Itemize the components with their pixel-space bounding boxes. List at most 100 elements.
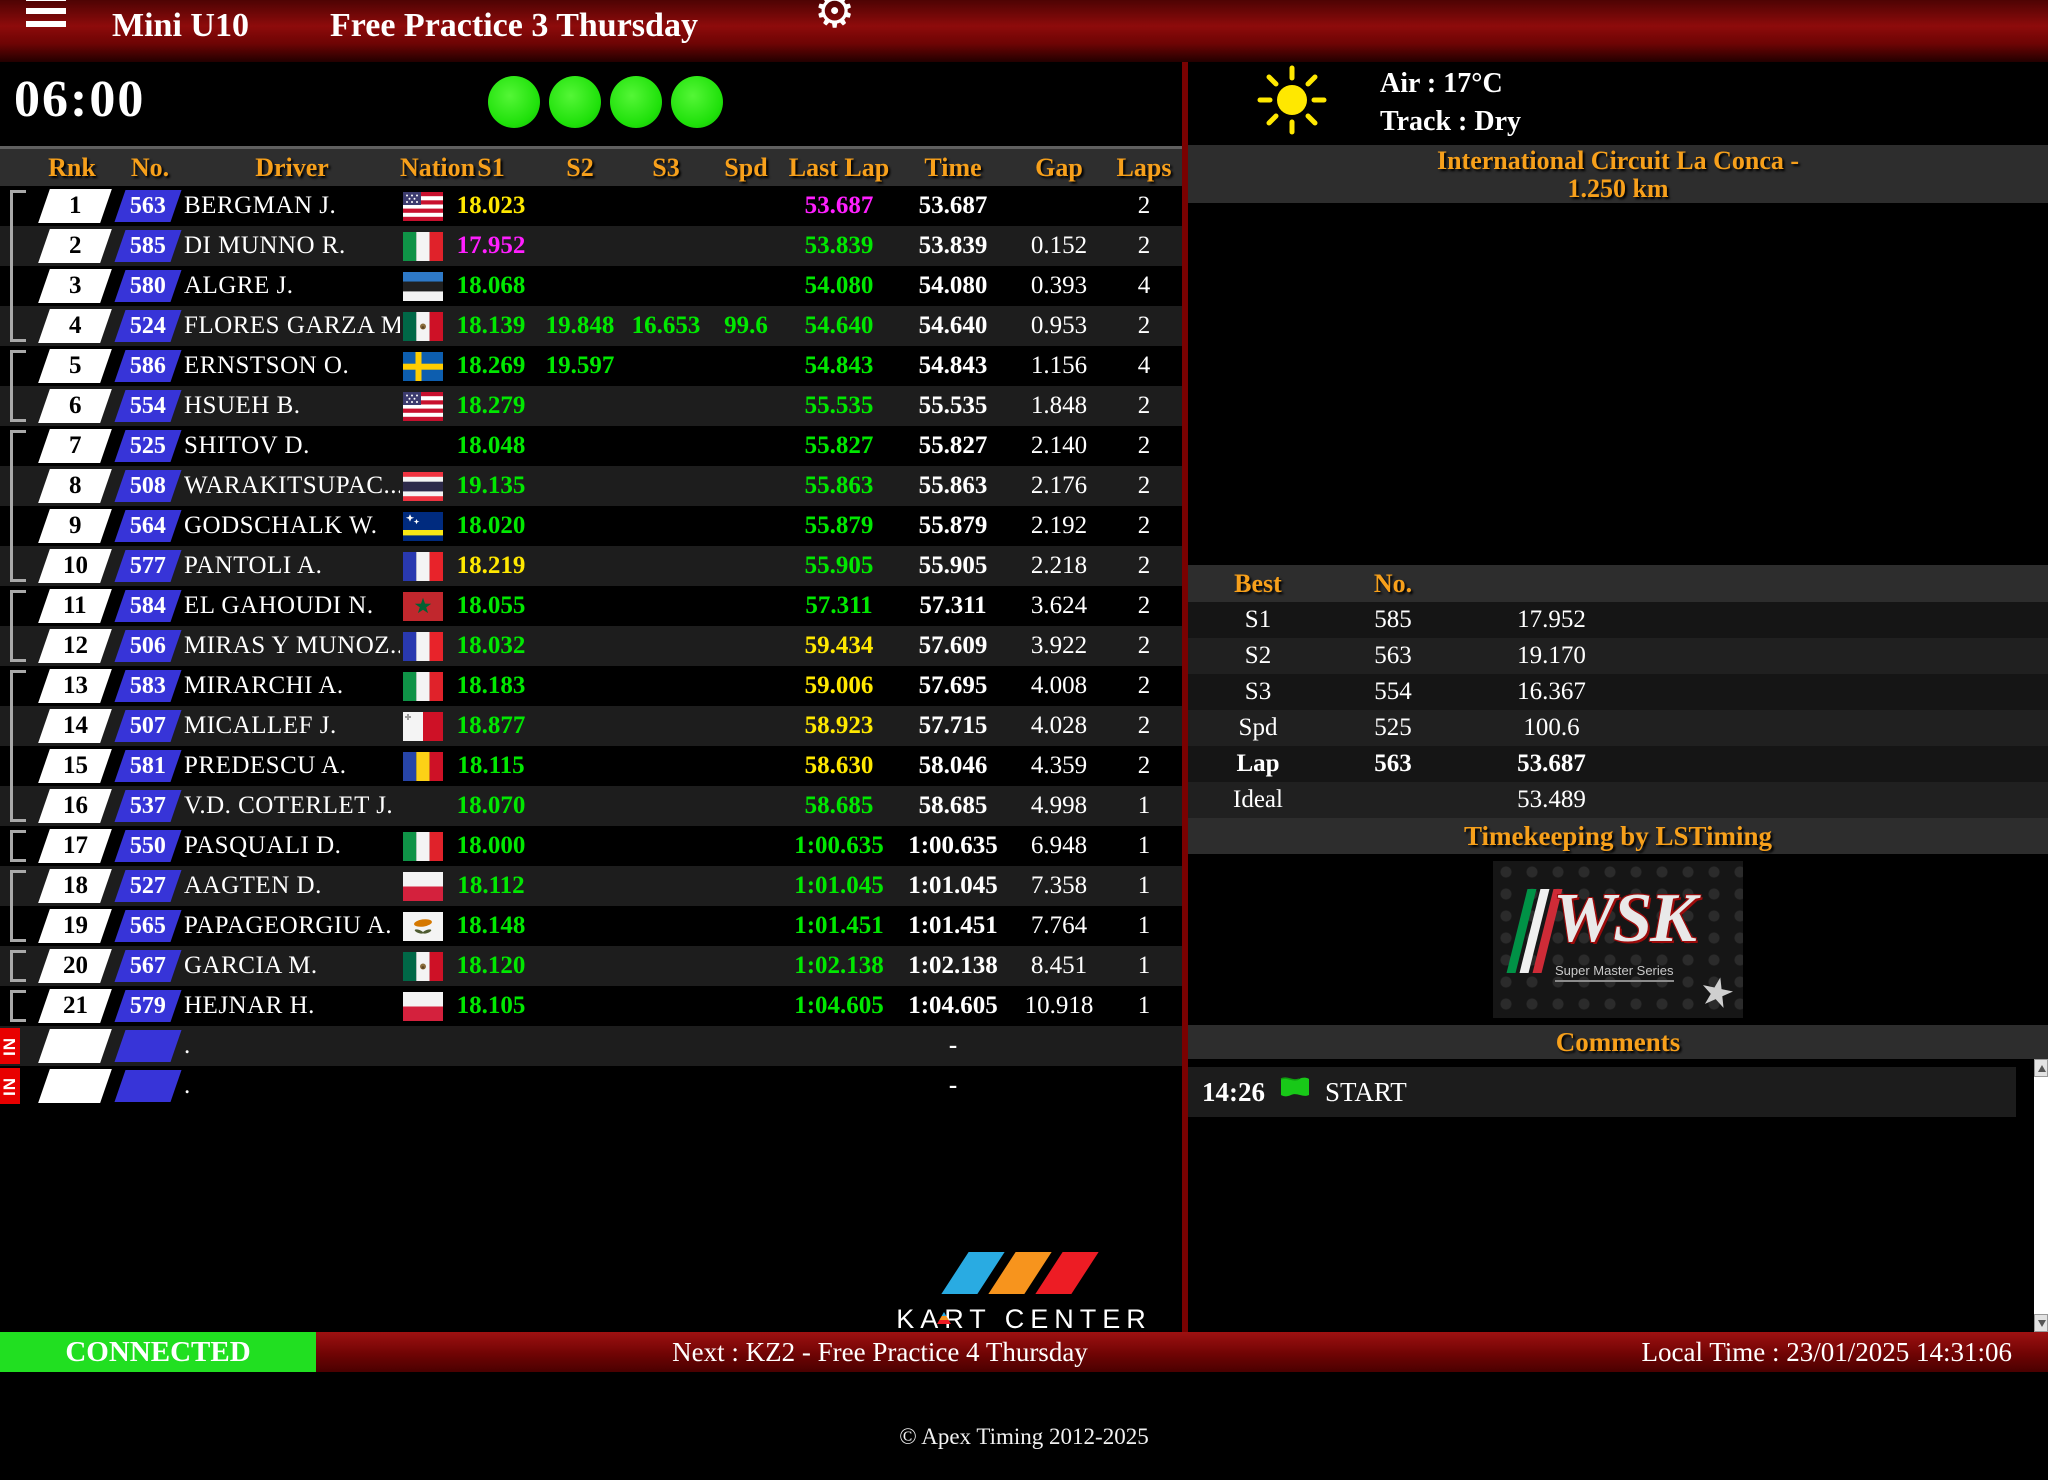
nation-flag (400, 391, 446, 421)
best-time: 1:01.045 (908, 872, 998, 899)
bracket-tick (10, 670, 26, 673)
rank-cell: 21 (28, 989, 116, 1023)
last-lap-time: 1:04.605 (794, 992, 884, 1019)
bracket-tick (10, 1019, 26, 1022)
group-bracket (0, 546, 28, 586)
column-header-nation: Nation (400, 152, 476, 182)
kart-number-cell: 550 (114, 830, 184, 862)
sector1-time: 19.135 (456, 472, 526, 499)
scroll-down-arrow[interactable] (2034, 1314, 2048, 1332)
gap-value: 0.152 (1030, 232, 1088, 259)
pit-in-badge: IN (0, 1028, 20, 1064)
laps-count: 2 (1137, 632, 1151, 659)
group-bracket (0, 866, 28, 906)
driver-name: HSUEH B. (184, 392, 301, 419)
session-status-strip: 06:00 (0, 62, 1182, 146)
pit-in-label: IN (0, 1036, 19, 1056)
wsk-logo-wrap: WSK Super Master Series ★ (1188, 854, 2048, 1025)
kart-number-value: 506 (130, 632, 166, 659)
sector1-time: 18.877 (456, 712, 526, 739)
best-time: 54.080 (918, 272, 988, 299)
table-row: 13 583 MIRARCHI A. 18.183 59.006 57.695 4.008 2 (0, 666, 1182, 706)
table-row: 2 585 DI MUNNO R. 17.952 53.839 53.839 0.152 2 (0, 226, 1182, 266)
sector2-time: 19.597 (545, 352, 615, 379)
rank-value: 18 (62, 872, 88, 899)
sector2-time: 19.848 (545, 312, 615, 339)
table-row: 9 564 GODSCHALK W. 18.020 55.879 55.879 2.192 2 (0, 506, 1182, 546)
group-bracket (0, 426, 28, 466)
gear-icon[interactable]: ⚙ (814, 0, 856, 38)
gap-value: 2.176 (1030, 472, 1088, 499)
scroll-up-arrow[interactable] (2034, 1059, 2048, 1077)
gap-value: 4.998 (1030, 792, 1088, 819)
best-time: 54.640 (918, 312, 988, 339)
column-header-s3: S3 (652, 152, 680, 182)
kart-number-cell: 508 (114, 470, 184, 502)
pit-in-cell: IN (0, 1066, 28, 1106)
rank-cell: 19 (28, 909, 116, 943)
rank-badge: 6 (38, 389, 112, 423)
rank-value: 12 (62, 632, 88, 659)
nation-flag (400, 271, 446, 301)
rank-value: 2 (68, 232, 82, 259)
nation-flag (400, 911, 446, 941)
sector1-time: 17.952 (456, 232, 526, 259)
last-lap-time: 59.006 (804, 672, 874, 699)
vertical-divider (1182, 62, 1188, 1332)
sector1-time: 18.048 (456, 432, 526, 459)
bracket-tick (10, 419, 26, 422)
timekeeping-banner: Timekeeping by LSTiming (1188, 818, 2048, 854)
kart-number-value: 581 (130, 752, 166, 779)
driver-name: GARCIA M. (184, 952, 318, 979)
session-title: Free Practice 3 Thursday (330, 7, 698, 44)
driver-name: PREDESCU A. (184, 752, 347, 779)
rank-badge: 3 (38, 269, 112, 303)
driver-name: ALGRE J. (184, 272, 294, 299)
hamburger-icon[interactable] (26, 0, 66, 27)
pit-in-cell: IN (0, 1026, 28, 1066)
comments-header: Comments (1188, 1025, 2048, 1059)
pit-in-row: IN. - (0, 1026, 1182, 1066)
kart-number-cell (114, 1070, 184, 1102)
sector1-time: 18.068 (456, 272, 526, 299)
green-light (549, 76, 601, 128)
laps-count: 2 (1137, 552, 1151, 579)
nation-flag (400, 831, 446, 861)
last-lap-time: 1:01.451 (794, 912, 884, 939)
best-time: 55.879 (918, 512, 988, 539)
nation-flag (400, 671, 446, 701)
bottom-bar: CONNECTED Next : KZ2 - Free Practice 4 T… (0, 1332, 2048, 1372)
rank-cell: 6 (28, 389, 116, 423)
driver-name: HEJNAR H. (184, 992, 315, 1019)
green-light (488, 76, 540, 128)
driver-name: PANTOLI A. (184, 552, 323, 579)
kart-number-badge: 563 (114, 190, 182, 222)
best-value: 53.687 (1517, 750, 1586, 777)
rank-value: 9 (68, 512, 82, 539)
best-time: 57.311 (919, 592, 987, 619)
best-kart-number: 585 (1374, 606, 1412, 633)
rank-cell: 11 (28, 589, 116, 623)
kart-number-badge: 508 (114, 470, 182, 502)
rank-badge: 16 (38, 789, 112, 823)
best-time: 54.843 (918, 352, 988, 379)
nation-flag (400, 311, 446, 341)
gap-value: 2.218 (1030, 552, 1088, 579)
kart-number-badge: 586 (114, 350, 182, 382)
comments-scrollbar[interactable] (2034, 1059, 2048, 1332)
kart-number-badge: 507 (114, 710, 182, 742)
wsk-logo-subtitle: Super Master Series (1555, 963, 1674, 982)
rank-value: 4 (68, 312, 82, 339)
bracket-tick (10, 859, 26, 862)
gap-value: 8.451 (1030, 952, 1088, 979)
group-bracket (0, 386, 28, 426)
rank-badge (38, 1069, 112, 1103)
laps-count: 2 (1137, 752, 1151, 779)
laps-count: 2 (1137, 392, 1151, 419)
table-row: 18 527 AAGTEN D. 18.112 1:01.045 1:01.045 7.35… (0, 866, 1182, 906)
kart-number-cell: 554 (114, 390, 184, 422)
kart-number-badge: 524 (114, 310, 182, 342)
nation-flag (400, 471, 446, 501)
kart-number-value: 525 (130, 432, 166, 459)
best-kart-number: 563 (1374, 750, 1412, 777)
